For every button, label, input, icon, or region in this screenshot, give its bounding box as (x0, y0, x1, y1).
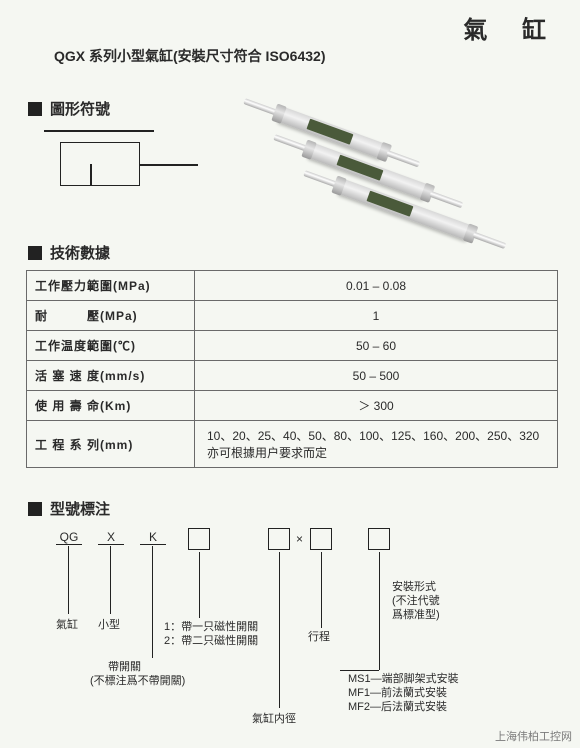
spec-label: 工作壓力範圍(MPa) (27, 271, 195, 301)
table-row: 工作温度範圍(℃)50 – 60 (27, 331, 558, 361)
bullet-icon (28, 502, 42, 516)
table-row: 工 程 系 列(mm)10、20、25、40、50、80、100、125、160… (27, 421, 558, 468)
cap-knote: (不標注爲不帶開關) (90, 672, 185, 688)
cap-x: 小型 (98, 616, 120, 632)
bullet-icon (28, 102, 42, 116)
cap-bore: 氣缸内徑 (252, 710, 296, 726)
cross-symbol: × (296, 532, 303, 546)
spec-label: 工作温度範圍(℃) (27, 331, 195, 361)
spec-label: 使 用 壽 命(Km) (27, 391, 195, 421)
spec-label: 耐 壓(MPa) (27, 301, 195, 331)
table-row: 工作壓力範圍(MPa)0.01 – 0.08 (27, 271, 558, 301)
section-graphic-symbol: 圖形符號 (28, 98, 110, 119)
bullet-icon (28, 246, 42, 260)
cap-stroke: 行程 (308, 628, 330, 644)
page-subtitle: QGX 系列小型氣缸(安裝尺寸符合 ISO6432) (54, 46, 325, 66)
watermark: 上海伟柏工控网 (495, 728, 572, 744)
slot-box-switch-opt (188, 528, 210, 550)
model-tree: QG X K × 氣缸 小型 1：帶一只磁性開關 2：帶二只磁性開關 帶開關 (… (48, 530, 548, 730)
spec-value: 0.01 – 0.08 (195, 271, 558, 301)
slot-qg: QG (58, 530, 80, 544)
cap-mountn2: 爲標准型) (392, 606, 440, 622)
cap-qg: 氣缸 (56, 616, 78, 632)
spec-value: 50 – 60 (195, 331, 558, 361)
slot-box-stroke (310, 528, 332, 550)
spec-value: 1 (195, 301, 558, 331)
page-title: 氣 缸 (463, 10, 560, 45)
spec-value: ＞ 300 (195, 391, 558, 421)
table-row: 耐 壓(MPa)1 (27, 301, 558, 331)
schematic-symbol (60, 130, 200, 190)
spec-label: 工 程 系 列(mm) (27, 421, 195, 468)
spec-table: 工作壓力範圍(MPa)0.01 – 0.08 耐 壓(MPa)1 工作温度範圍(… (26, 270, 558, 468)
cap-mf2: MF2—后法蘭式安裝 (348, 698, 447, 714)
section-model-code: 型號標注 (28, 498, 110, 519)
table-row: 活 塞 速 度(mm/s)50 – 500 (27, 361, 558, 391)
table-row: 使 用 壽 命(Km)＞ 300 (27, 391, 558, 421)
section-tech-data: 技術數據 (28, 242, 110, 263)
spec-value: 50 – 500 (195, 361, 558, 391)
section-title: 型號標注 (50, 498, 110, 519)
slot-k: K (142, 530, 164, 544)
cap-kopt2: 2：帶二只磁性開關 (164, 632, 258, 648)
spec-value: 10、20、25、40、50、80、100、125、160、200、250、32… (195, 421, 558, 468)
slot-box-mount (368, 528, 390, 550)
product-photo (240, 100, 530, 230)
section-title: 技術數據 (50, 242, 110, 263)
slot-x: X (100, 530, 122, 544)
slot-box-bore (268, 528, 290, 550)
section-title: 圖形符號 (50, 98, 110, 119)
spec-label: 活 塞 速 度(mm/s) (27, 361, 195, 391)
